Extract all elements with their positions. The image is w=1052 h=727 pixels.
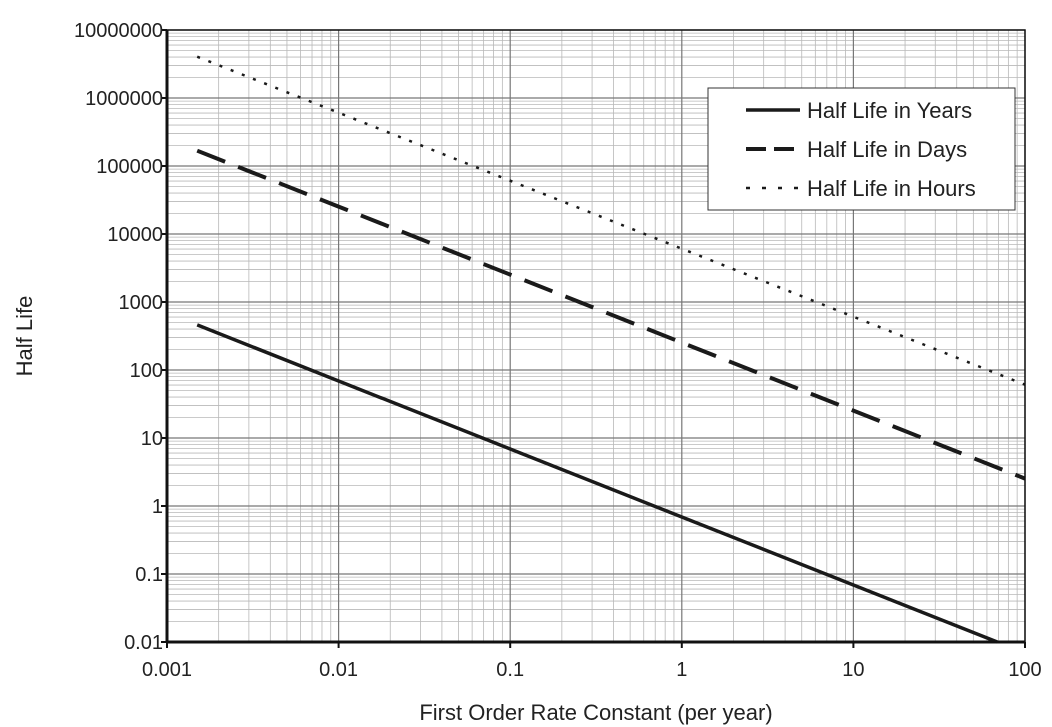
y-tick-label: 1: [152, 496, 163, 518]
legend: Half Life in Years Half Life in Days Half …: [707, 87, 1016, 211]
y-tick-label: 0.1: [135, 564, 163, 586]
y-axis-ticks: 0.01 0.1 1 10 100 1000 10000 100000 1000000 10000…: [74, 20, 167, 654]
y-tick-label: 10: [141, 428, 163, 450]
y-tick-label: 1000: [119, 292, 164, 314]
x-tick-label: 100: [1008, 659, 1041, 681]
y-axis-title: Half Life: [12, 296, 37, 377]
x-tick-label: 0.01: [319, 659, 358, 681]
x-axis-title: First Order Rate Constant (per year): [419, 700, 772, 725]
series-line-1: [196, 323, 998, 644]
x-axis-ticks: 0.001 0.01 0.1 1 10 100: [142, 642, 1042, 681]
x-tick-label: 0.1: [496, 659, 524, 681]
legend-label-1: Half Life in Years: [807, 98, 972, 123]
x-tick-label: 10: [842, 659, 864, 681]
y-tick-label: 1000000: [85, 88, 163, 110]
x-tick-label: 0.001: [142, 659, 192, 681]
y-tick-label: 10000: [107, 224, 163, 246]
y-tick-label: 10000000: [74, 20, 163, 42]
x-tick-label: 1: [676, 659, 687, 681]
series-layer: [196, 55, 1026, 644]
legend-label-3: Half Life in Hours: [807, 176, 976, 201]
y-tick-label: 100: [130, 360, 163, 382]
y-tick-label: 0.01: [124, 632, 163, 654]
legend-label-2: Half Life in Days: [807, 137, 967, 162]
y-tick-label: 100000: [96, 156, 163, 178]
